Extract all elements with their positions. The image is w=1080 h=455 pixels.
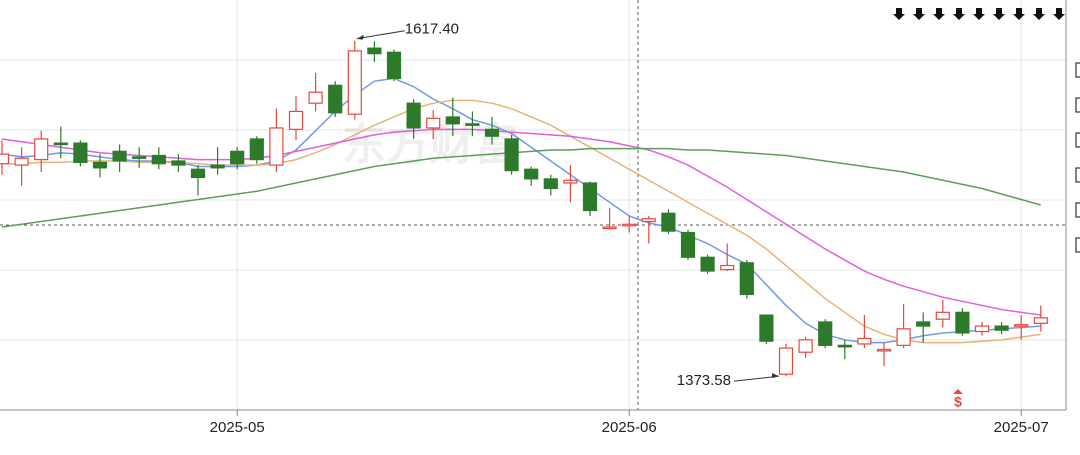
annotation-arrow [356, 30, 405, 40]
candle-body [288, 110, 304, 130]
annotation-arrowhead [356, 34, 364, 40]
candle-body [857, 337, 872, 345]
candle-body [680, 231, 696, 258]
candle-body [465, 123, 480, 126]
candles [0, 40, 1048, 377]
candle-body [249, 138, 264, 161]
candle-body [759, 314, 774, 342]
candle-body [0, 153, 10, 165]
candle-body [602, 226, 617, 230]
annotation-arrowhead [772, 373, 779, 379]
candle-body [53, 142, 68, 146]
candle-body [700, 256, 715, 272]
candle-body [1014, 324, 1029, 327]
candle-body [484, 128, 500, 137]
candle-body [34, 138, 49, 161]
candle-body [426, 117, 441, 129]
candle-body [1033, 317, 1048, 324]
candle-body [112, 150, 127, 162]
candle-body [543, 178, 558, 190]
candle-body [92, 161, 108, 169]
candle-body [720, 264, 735, 271]
candle-body [739, 262, 754, 296]
candle-body [563, 179, 578, 184]
candle-body [190, 168, 206, 179]
candle-body [876, 348, 892, 352]
legend-boxes [1075, 62, 1080, 253]
candle-body [73, 142, 88, 163]
candle-body [406, 102, 421, 129]
signal-marker: $ [953, 389, 963, 410]
candle-body [328, 84, 343, 114]
candle-body [935, 311, 950, 320]
candle-body [230, 150, 245, 165]
candle-body [955, 311, 970, 334]
candle-body [641, 218, 656, 223]
candle-body [347, 50, 362, 115]
annotation-arrow [733, 375, 780, 382]
ma-line [1, 147, 1042, 228]
candle-body [661, 212, 676, 232]
candle-body [524, 168, 539, 180]
x-tick-label: 2025-07 [994, 419, 1049, 436]
labels: 2025-05 2025-06 2025-07 1617.40 1373.58 [210, 21, 1049, 436]
candle-body [994, 325, 1009, 331]
x-tick-label: 2025-05 [210, 419, 265, 436]
candle-body [974, 325, 990, 333]
candle-body [367, 47, 382, 55]
candle-body [171, 160, 186, 166]
annotation: 1617.40 [405, 21, 459, 38]
grid [0, 0, 1066, 410]
candle-body [778, 347, 794, 375]
candle-body [582, 182, 598, 212]
x-tick-label: 2025-06 [602, 419, 657, 436]
candle-body [14, 157, 29, 166]
ma-line [1, 128, 1041, 316]
candle-body [896, 328, 911, 346]
candle-body [445, 116, 460, 125]
candle-body [151, 154, 166, 165]
top-markers [893, 8, 1065, 20]
annotation: 1373.58 [677, 372, 731, 389]
candle-body [504, 138, 519, 172]
candle-body [622, 223, 637, 227]
candle-body [210, 164, 225, 169]
svg-text:$: $ [954, 394, 962, 410]
candle-body [269, 127, 284, 166]
candle-body [308, 91, 323, 104]
candle-body [837, 344, 852, 348]
candle-body [386, 51, 402, 80]
candle-body [818, 321, 833, 346]
candle-body [132, 156, 147, 159]
candle-body [798, 339, 813, 353]
candle-body [916, 321, 931, 327]
